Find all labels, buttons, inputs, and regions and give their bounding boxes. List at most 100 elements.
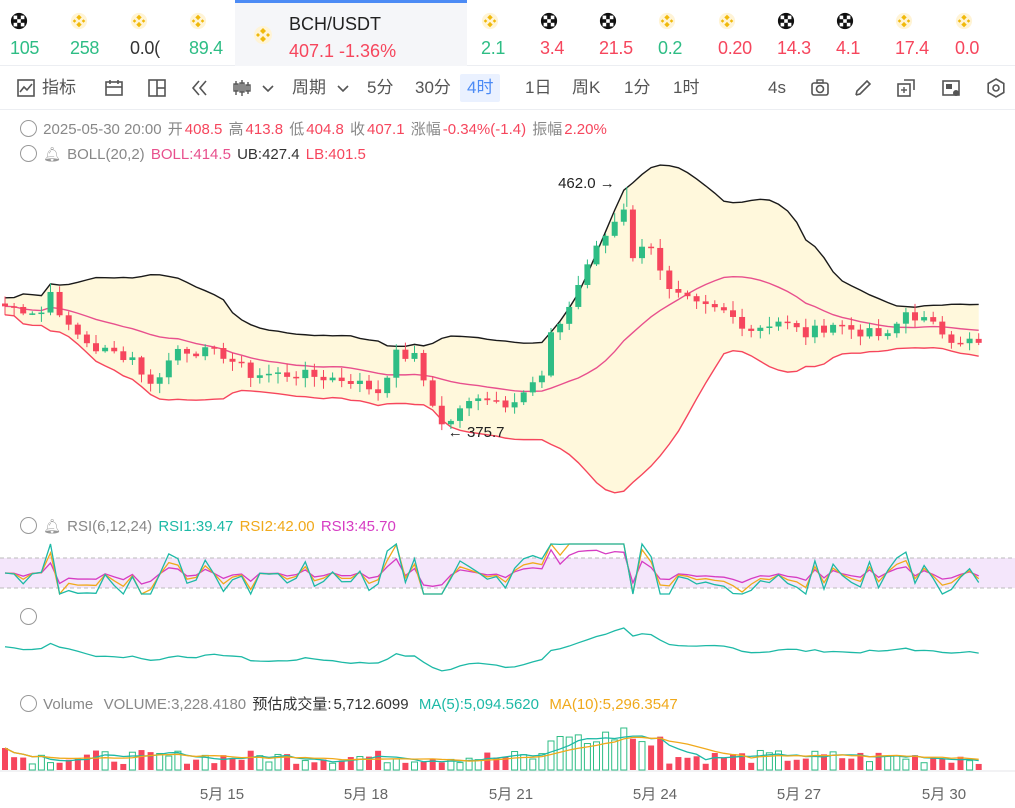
candle[interactable]: [748, 324, 755, 338]
indicators-button[interactable]: 指标: [42, 78, 76, 97]
candle[interactable]: [275, 367, 281, 384]
candle[interactable]: [657, 238, 664, 281]
candle[interactable]: [393, 344, 400, 388]
candle[interactable]: [784, 315, 791, 330]
candle[interactable]: [457, 405, 463, 428]
ticker-item[interactable]: 89.4: [189, 0, 249, 66]
ticker-item[interactable]: 0.0: [955, 0, 1015, 66]
camera-icon[interactable]: [810, 78, 830, 98]
candle[interactable]: [211, 345, 218, 355]
fullscreen-icon[interactable]: [941, 78, 961, 98]
candle[interactable]: [120, 346, 127, 363]
candle[interactable]: [238, 355, 245, 368]
candle[interactable]: [265, 364, 272, 383]
candle[interactable]: [529, 376, 536, 396]
candle[interactable]: [420, 349, 427, 387]
candle[interactable]: [65, 311, 72, 331]
candle[interactable]: [366, 375, 372, 395]
candle[interactable]: [875, 319, 882, 341]
candle[interactable]: [839, 320, 846, 335]
candle[interactable]: [502, 396, 509, 413]
candle[interactable]: [411, 345, 418, 362]
period-dropdown[interactable]: 周期: [292, 78, 326, 97]
replay-icon[interactable]: [190, 78, 210, 98]
candle[interactable]: [921, 311, 928, 323]
candle[interactable]: [184, 346, 190, 363]
candle[interactable]: [857, 324, 864, 346]
candle[interactable]: [384, 375, 391, 398]
candle[interactable]: [165, 352, 172, 385]
candle[interactable]: [757, 325, 764, 339]
candle[interactable]: [666, 265, 673, 299]
candle[interactable]: [611, 213, 618, 238]
ticker-item[interactable]: 14.3: [777, 0, 837, 66]
candle[interactable]: [775, 317, 782, 331]
candle[interactable]: [975, 333, 982, 346]
ticker-item[interactable]: 17.4: [895, 0, 955, 66]
candle[interactable]: [639, 239, 645, 264]
candle[interactable]: [11, 302, 18, 316]
candle[interactable]: [575, 275, 582, 310]
candle[interactable]: [620, 203, 627, 226]
candle[interactable]: [220, 342, 227, 364]
candle[interactable]: [821, 319, 827, 338]
candle[interactable]: [329, 372, 336, 383]
candle[interactable]: [247, 360, 254, 387]
ticker-item[interactable]: 0.2: [658, 0, 718, 66]
candle[interactable]: [447, 419, 454, 430]
candle[interactable]: [957, 336, 964, 347]
bell-icon[interactable]: 🔔︎: [43, 146, 61, 162]
candle[interactable]: [429, 376, 436, 408]
candle[interactable]: [256, 368, 263, 384]
candle[interactable]: [147, 369, 154, 392]
interval-tab[interactable]: 1日: [525, 78, 552, 97]
candle-type-icon[interactable]: [232, 78, 252, 98]
candle[interactable]: [557, 321, 564, 341]
interval-tab[interactable]: 1时: [673, 78, 700, 97]
candle[interactable]: [302, 361, 309, 388]
collapse-chevron-icon[interactable]: [20, 517, 37, 534]
pencil-icon[interactable]: [853, 78, 873, 98]
candle[interactable]: [320, 370, 327, 389]
candle[interactable]: [739, 308, 746, 337]
candle[interactable]: [93, 335, 99, 354]
candle[interactable]: [584, 259, 591, 289]
candle[interactable]: [548, 328, 554, 378]
add-window-icon[interactable]: [896, 78, 916, 98]
settings-gear-icon[interactable]: [986, 78, 1006, 98]
candle[interactable]: [102, 344, 109, 353]
candle[interactable]: [129, 351, 136, 365]
active-ticker-tab[interactable]: BCH/USDT 407.1 -1.36%: [235, 0, 467, 66]
bell-icon[interactable]: 🔔︎: [43, 518, 61, 534]
candle[interactable]: [948, 330, 955, 349]
candle[interactable]: [193, 351, 200, 359]
candle[interactable]: [2, 296, 8, 316]
candle[interactable]: [174, 345, 181, 365]
candle[interactable]: [830, 322, 837, 336]
indicators-icon[interactable]: [16, 78, 36, 98]
candle[interactable]: [47, 283, 54, 316]
interval-tab[interactable]: 1分: [624, 78, 651, 97]
layout-icon[interactable]: [147, 78, 167, 98]
candle[interactable]: [684, 290, 691, 300]
candle[interactable]: [566, 301, 573, 330]
ticker-item[interactable]: 258: [70, 0, 130, 66]
candle[interactable]: [138, 355, 145, 383]
candle[interactable]: [629, 205, 636, 262]
candle[interactable]: [675, 280, 682, 298]
candle[interactable]: [311, 363, 318, 387]
candle[interactable]: [602, 233, 609, 254]
candle[interactable]: [111, 341, 118, 354]
candle[interactable]: [338, 367, 345, 388]
candle[interactable]: [402, 342, 409, 362]
expand-chevron-icon[interactable]: [20, 608, 37, 625]
candle[interactable]: [356, 372, 363, 393]
candle[interactable]: [438, 396, 445, 431]
candle[interactable]: [83, 331, 90, 348]
candle[interactable]: [848, 317, 855, 339]
candle[interactable]: [29, 311, 36, 316]
ticker-item[interactable]: 21.5: [599, 0, 659, 66]
candle[interactable]: [20, 304, 27, 316]
chevron-down-icon[interactable]: [333, 78, 353, 98]
